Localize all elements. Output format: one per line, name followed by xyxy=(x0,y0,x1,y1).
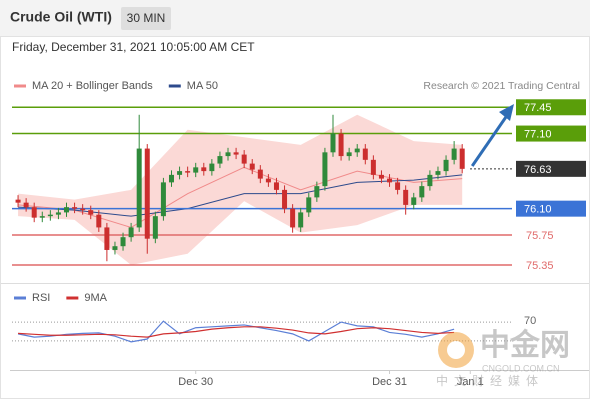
candle-body xyxy=(112,246,118,250)
instrument-title: Crude Oil (WTI) xyxy=(10,9,112,25)
x-tick-label: Dec 30 xyxy=(178,376,213,388)
candle-body xyxy=(443,159,449,172)
candle-body xyxy=(233,152,239,155)
watermark-tagline: 中文财经媒体 xyxy=(436,373,544,388)
candle-body xyxy=(104,227,110,250)
level-label-box xyxy=(516,125,586,142)
candle-body xyxy=(152,216,158,239)
candle-body xyxy=(144,148,150,239)
candle-body xyxy=(23,202,29,208)
forecast-arrow xyxy=(470,113,510,167)
candle-body xyxy=(298,212,304,228)
candle-body xyxy=(136,148,142,228)
candle-body xyxy=(72,207,78,209)
candle-body xyxy=(225,152,231,157)
candle-body xyxy=(185,171,191,173)
date: Friday, December 31, 2021 10:05:00 AM CE… xyxy=(12,40,255,54)
level-label: 77.45 xyxy=(524,102,552,114)
candle-body xyxy=(168,174,174,183)
candle-body xyxy=(120,237,126,247)
candle-body xyxy=(80,208,86,211)
x-tick-label: Jan 1 xyxy=(457,376,484,388)
watermark-logo-inner xyxy=(447,341,465,359)
candle-body xyxy=(177,171,183,175)
candle-body xyxy=(451,148,457,160)
level-label-box xyxy=(516,160,586,177)
candle-body xyxy=(96,214,102,228)
watermark: 中金网 CNGOLD.COM.CN 中文财经媒体 xyxy=(436,328,570,388)
candle-body xyxy=(55,212,61,215)
candle-body xyxy=(459,148,465,169)
legend-label: RSI xyxy=(32,292,50,304)
watermark-brand: 中金网 xyxy=(480,328,570,362)
level-label: 76.63 xyxy=(524,164,552,176)
candle-body xyxy=(31,207,37,218)
candle-body xyxy=(128,227,134,238)
y-tick-label: 70 xyxy=(524,315,536,327)
candle-body xyxy=(314,186,320,198)
candle-body xyxy=(249,163,255,170)
credit: Research © 2021 Trading Central xyxy=(423,80,580,92)
candle-body xyxy=(88,210,94,215)
candle-body xyxy=(330,133,336,153)
candle-body xyxy=(282,189,288,209)
candle-body xyxy=(362,148,368,160)
candle-body xyxy=(322,152,328,187)
x-tick-label: Dec 31 xyxy=(372,376,407,388)
candle-body xyxy=(290,208,296,228)
candle-body xyxy=(354,148,360,153)
candle-body xyxy=(387,178,393,183)
header-bar xyxy=(0,0,590,36)
level-label: 76.10 xyxy=(524,204,552,216)
candle-body xyxy=(193,167,199,173)
level-label-box xyxy=(516,99,586,116)
candle-body xyxy=(64,207,70,213)
level-label: 75.75 xyxy=(526,230,554,242)
candle-body xyxy=(346,152,352,157)
timeframe: 30 MIN xyxy=(127,11,166,25)
candle-body xyxy=(411,197,417,205)
candle-body xyxy=(265,178,271,183)
candle-body xyxy=(435,171,441,175)
indicator-line xyxy=(17,320,455,343)
legend-label: MA 20 + Bollinger Bands xyxy=(32,80,153,92)
candle-body xyxy=(257,169,263,179)
candle-body xyxy=(427,174,433,187)
candle-body xyxy=(378,174,384,179)
level-label: 77.10 xyxy=(524,128,552,140)
candle-body xyxy=(47,214,53,217)
candle-body xyxy=(217,156,223,164)
level-label-box xyxy=(516,200,586,217)
moving-average xyxy=(18,174,463,217)
legend-label: MA 50 xyxy=(187,80,218,92)
candle-body xyxy=(201,167,207,172)
legend-label: 9MA xyxy=(84,292,107,304)
candle-body xyxy=(241,154,247,164)
candle-body xyxy=(403,189,409,205)
watermark-site: CNGOLD.COM.CN xyxy=(482,363,560,373)
forecast-arrowhead xyxy=(499,104,514,121)
candle-body xyxy=(419,186,425,198)
candle-body xyxy=(370,159,376,175)
timeframe-badge xyxy=(121,7,171,30)
candle-body xyxy=(209,163,215,172)
level-label: 75.35 xyxy=(526,260,554,272)
candle-body xyxy=(39,216,45,218)
candle-body xyxy=(338,133,344,157)
candle-body xyxy=(273,182,279,190)
candle-body xyxy=(306,197,312,213)
candle-body xyxy=(15,199,21,203)
candle-body xyxy=(160,182,166,217)
indicator-line xyxy=(18,326,455,338)
candle-body xyxy=(395,182,401,190)
bollinger-band xyxy=(18,114,463,265)
